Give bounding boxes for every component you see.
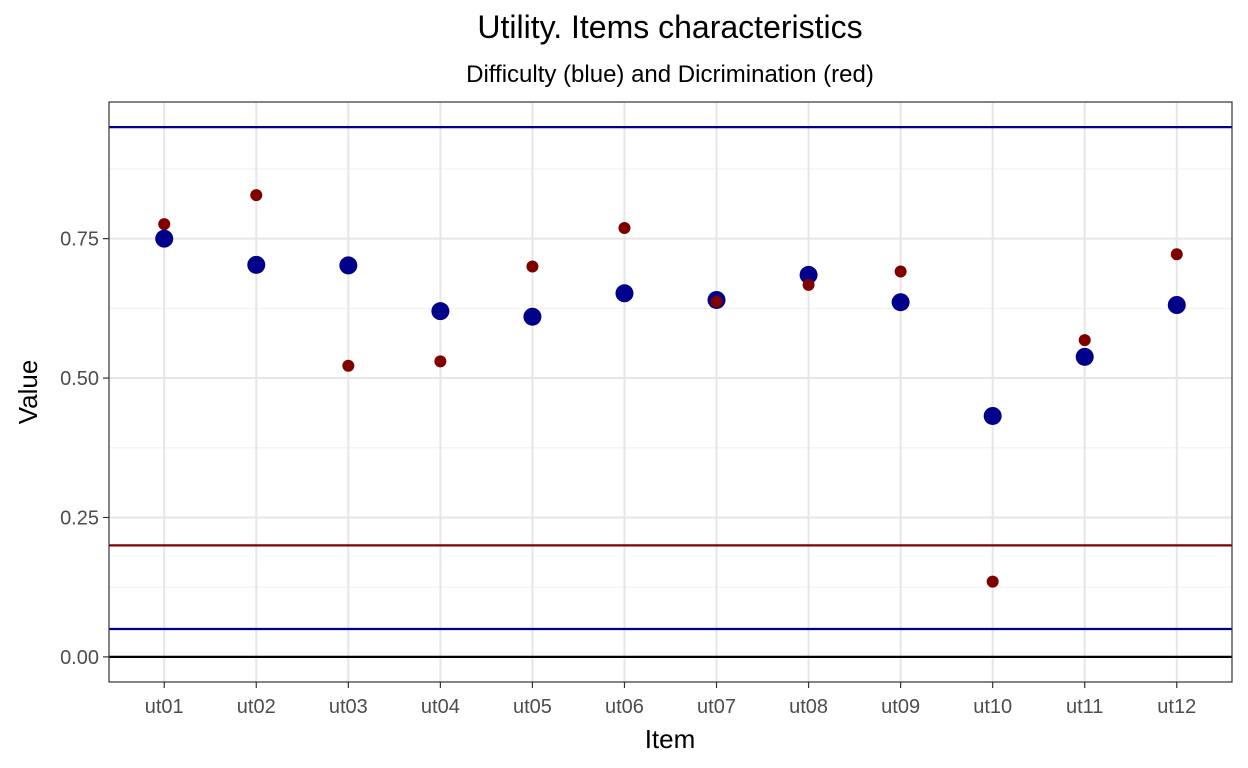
y-axis-title: Value (13, 360, 43, 425)
y-axis: 0.00 0.25 0.50 0.75 (60, 229, 109, 669)
data-point (434, 355, 447, 368)
x-tick-label: ut12 (1157, 696, 1196, 718)
data-point (1078, 334, 1091, 347)
y-tick-label: 0.75 (60, 229, 99, 251)
data-point (983, 406, 1002, 425)
x-tick-label: ut05 (513, 696, 552, 718)
data-point (799, 265, 818, 284)
x-tick-label: ut06 (605, 696, 644, 718)
data-point (250, 189, 263, 202)
data-point (615, 284, 634, 303)
data-point (802, 278, 815, 291)
data-point (894, 265, 907, 278)
data-point (247, 255, 266, 274)
y-tick-label: 0.50 (60, 368, 99, 390)
data-point (1170, 248, 1183, 261)
x-tick-label: ut10 (973, 696, 1012, 718)
data-point (339, 256, 358, 275)
data-point (342, 359, 355, 372)
plot-border (108, 101, 1233, 683)
data-point (1167, 296, 1186, 314)
x-tick-label: ut08 (789, 696, 828, 718)
x-tick-label: ut02 (237, 696, 276, 718)
x-tick-label: ut03 (329, 696, 368, 718)
x-tick-label: ut11 (1066, 696, 1103, 718)
data-point (891, 293, 910, 312)
chart-title: Utility. Items characteristics (477, 9, 862, 45)
x-axis-title: Item (645, 724, 696, 754)
plot-panel (109, 102, 1232, 682)
data-point (158, 218, 171, 231)
x-tick-label: ut04 (421, 696, 460, 718)
data-point (526, 260, 539, 273)
x-tick-label: ut01 (145, 696, 184, 718)
series-1 (155, 229, 1186, 425)
data-points (155, 189, 1186, 588)
data-point (618, 222, 631, 235)
x-tick-label: ut07 (697, 696, 736, 718)
data-point (155, 229, 174, 248)
data-point (431, 302, 450, 321)
x-tick-label: ut09 (881, 696, 920, 718)
y-tick-label: 0.25 (60, 507, 99, 529)
data-point (523, 307, 542, 326)
x-axis: ut01 ut02 ut03 ut04 ut05 ut06 ut07 ut08 ut09 ut10… (145, 682, 1196, 718)
chart-subtitle: Difficulty (blue) and Dicrimination (red… (466, 61, 874, 88)
series-2 (158, 189, 1183, 588)
data-point (1075, 347, 1094, 366)
data-point (986, 575, 999, 588)
reference-lines (109, 125, 1232, 659)
y-tick-label: 0.00 (60, 647, 99, 669)
data-point (710, 295, 723, 308)
